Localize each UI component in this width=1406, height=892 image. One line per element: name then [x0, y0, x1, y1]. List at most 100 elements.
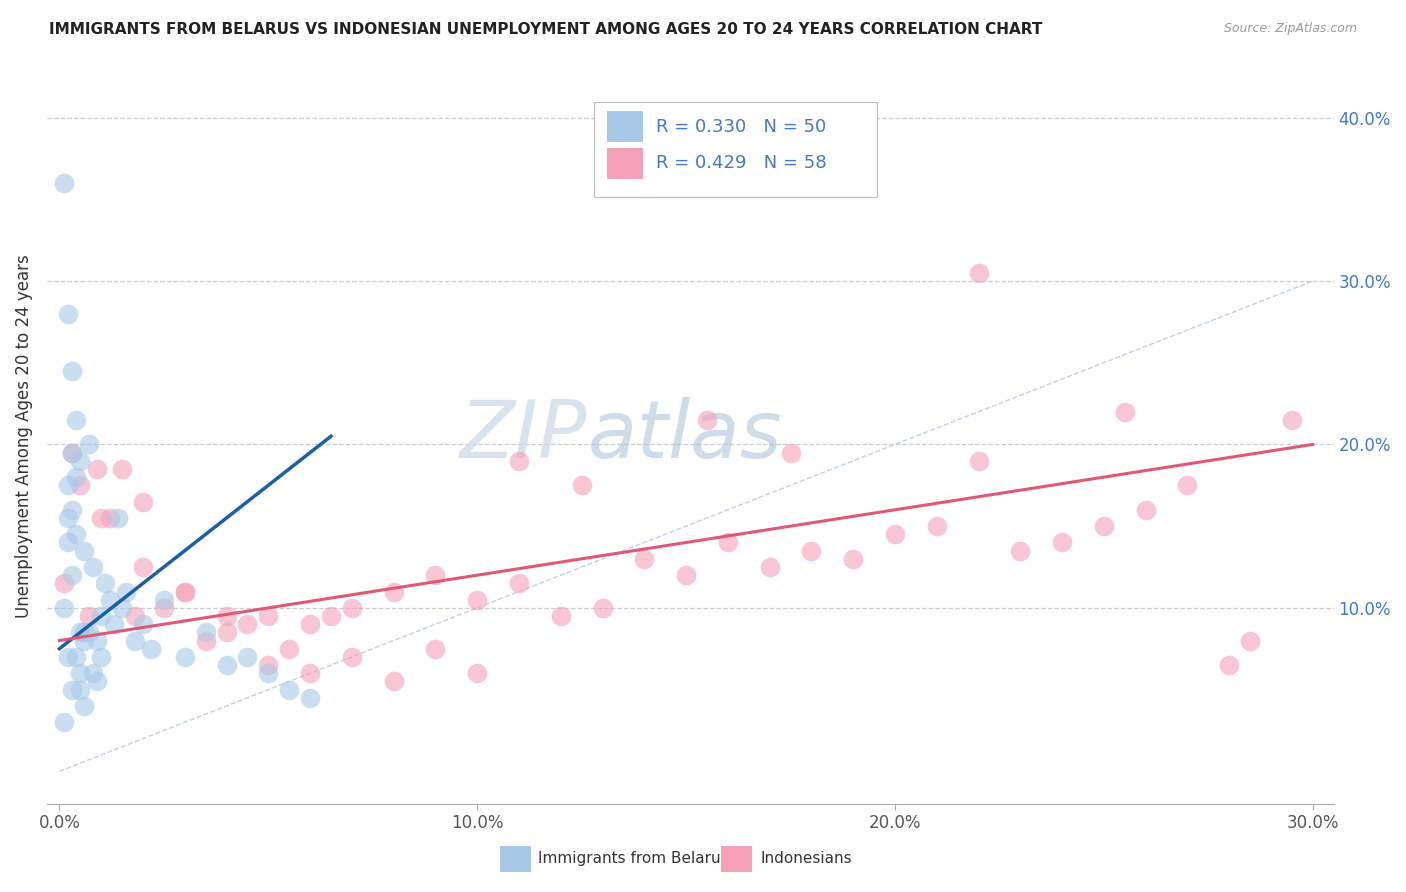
Text: ZIP: ZIP	[460, 397, 588, 475]
FancyBboxPatch shape	[606, 112, 643, 142]
Point	[571, 478, 593, 492]
Text: Immigrants from Belarus: Immigrants from Belarus	[538, 852, 730, 866]
Point	[967, 266, 990, 280]
Point	[173, 584, 195, 599]
Point	[173, 584, 195, 599]
Point	[1114, 405, 1136, 419]
Point	[94, 576, 117, 591]
Point	[82, 560, 104, 574]
Point	[103, 617, 125, 632]
Text: Indonesians: Indonesians	[761, 852, 852, 866]
Point	[925, 519, 948, 533]
Point	[675, 568, 697, 582]
Point	[65, 413, 87, 427]
Text: IMMIGRANTS FROM BELARUS VS INDONESIAN UNEMPLOYMENT AMONG AGES 20 TO 24 YEARS COR: IMMIGRANTS FROM BELARUS VS INDONESIAN UN…	[49, 22, 1043, 37]
Point	[73, 543, 96, 558]
Point	[278, 682, 301, 697]
Point	[141, 641, 163, 656]
Point	[153, 592, 176, 607]
Point	[153, 600, 176, 615]
Point	[52, 600, 75, 615]
Point	[278, 641, 301, 656]
Point	[111, 600, 134, 615]
Point	[56, 478, 79, 492]
Point	[592, 600, 614, 615]
Point	[60, 364, 83, 378]
Point	[717, 535, 740, 549]
Point	[69, 666, 91, 681]
Point	[52, 176, 75, 190]
Point	[299, 617, 322, 632]
Point	[1050, 535, 1073, 549]
Point	[69, 454, 91, 468]
Point	[52, 576, 75, 591]
Point	[257, 666, 280, 681]
Point	[65, 470, 87, 484]
Point	[132, 494, 155, 508]
Point	[73, 633, 96, 648]
Point	[52, 715, 75, 730]
Point	[1218, 658, 1240, 673]
Point	[215, 658, 238, 673]
Point	[132, 560, 155, 574]
Point	[107, 511, 129, 525]
Point	[465, 666, 488, 681]
FancyBboxPatch shape	[606, 148, 643, 178]
Point	[60, 445, 83, 459]
Point	[550, 609, 572, 624]
Point	[299, 666, 322, 681]
Point	[1281, 413, 1303, 427]
Text: R = 0.330   N = 50: R = 0.330 N = 50	[655, 118, 825, 136]
Point	[60, 682, 83, 697]
Text: Source: ZipAtlas.com: Source: ZipAtlas.com	[1223, 22, 1357, 36]
Point	[86, 462, 108, 476]
Point	[56, 649, 79, 664]
Point	[77, 437, 100, 451]
Point	[56, 535, 79, 549]
Point	[173, 649, 195, 664]
Point	[215, 625, 238, 640]
Point	[425, 641, 447, 656]
Point	[194, 625, 217, 640]
Point	[60, 445, 83, 459]
Point	[425, 568, 447, 582]
Point	[508, 576, 530, 591]
Point	[1135, 503, 1157, 517]
Point	[758, 560, 780, 574]
Text: atlas: atlas	[588, 397, 782, 475]
Point	[215, 609, 238, 624]
Text: R = 0.429   N = 58: R = 0.429 N = 58	[655, 154, 827, 172]
Point	[236, 649, 259, 664]
Point	[69, 478, 91, 492]
Point	[800, 543, 823, 558]
Point	[236, 617, 259, 632]
FancyBboxPatch shape	[593, 102, 877, 197]
Point	[382, 674, 405, 689]
Point	[56, 511, 79, 525]
Point	[842, 551, 865, 566]
Point	[257, 658, 280, 673]
Point	[98, 511, 121, 525]
Point	[194, 633, 217, 648]
Point	[633, 551, 655, 566]
Point	[884, 527, 907, 541]
Point	[465, 592, 488, 607]
Point	[779, 445, 801, 459]
Point	[90, 649, 112, 664]
Point	[115, 584, 138, 599]
Point	[1177, 478, 1199, 492]
Point	[124, 609, 146, 624]
Point	[696, 413, 718, 427]
Point	[132, 617, 155, 632]
Point	[56, 307, 79, 321]
Point	[69, 682, 91, 697]
Point	[508, 454, 530, 468]
Point	[111, 462, 134, 476]
Point	[69, 625, 91, 640]
Point	[98, 592, 121, 607]
Point	[82, 666, 104, 681]
Point	[1010, 543, 1032, 558]
Point	[299, 690, 322, 705]
Point	[60, 503, 83, 517]
Point	[90, 609, 112, 624]
